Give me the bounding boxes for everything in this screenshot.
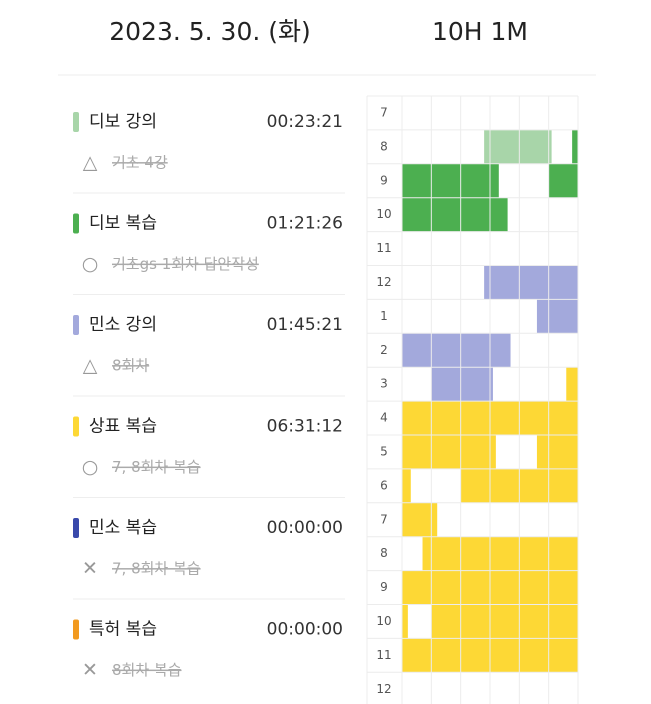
time-block [402, 333, 511, 368]
time-block [422, 536, 578, 571]
time-block [484, 265, 578, 300]
subject-time: 01:45:21 [267, 315, 343, 335]
task-icon: ○ [82, 253, 99, 275]
subject-color [73, 315, 79, 335]
subject-time: 01:21:26 [267, 214, 343, 234]
hour-label: 1 [380, 309, 388, 323]
task-icon: △ [83, 152, 98, 174]
task-text: 7, 8회차 복습 [112, 458, 201, 476]
time-block [402, 163, 499, 198]
hour-label: 7 [380, 512, 388, 526]
task-text: 기초 4강 [112, 154, 168, 172]
total-time: 10H 1M [432, 17, 528, 46]
subject-name: 특허 복습 [89, 620, 157, 640]
hour-label: 12 [376, 275, 391, 289]
subject-name: 디보 복습 [89, 214, 157, 234]
subject-name: 디보 강의 [89, 112, 157, 132]
time-block [572, 129, 578, 164]
task-icon: ○ [82, 456, 99, 478]
time-block [402, 468, 411, 503]
subject-color [73, 619, 79, 640]
task-text: 8회차 복습 [112, 661, 182, 679]
subject-name: 상표 복습 [89, 417, 157, 437]
subject-color [73, 112, 79, 132]
hour-label: 10 [376, 614, 391, 628]
subject-color [73, 416, 79, 437]
time-block [402, 502, 438, 537]
time-block [548, 163, 578, 198]
hour-label: 8 [380, 546, 388, 560]
hour-label: 12 [376, 682, 391, 696]
subject-name: 민소 복습 [89, 518, 157, 538]
time-block [536, 299, 578, 334]
task-text: 8회차 [112, 357, 149, 375]
hour-label: 10 [376, 207, 391, 221]
time-block [431, 604, 578, 639]
time-block [402, 197, 508, 232]
time-block [566, 367, 578, 402]
subject-name: 민소 강의 [89, 315, 157, 335]
date: 2023. 5. 30. (화) [109, 17, 311, 46]
task-icon: ✕ [82, 659, 98, 681]
hour-label: 5 [380, 444, 388, 458]
time-block [402, 435, 496, 469]
task-text: 7, 8회차 복습 [112, 560, 201, 578]
task-text: 기초gs 1회차 답안작성 [112, 255, 259, 273]
subject-time: 00:00:00 [267, 620, 343, 640]
hour-label: 7 [380, 105, 388, 119]
hour-label: 4 [380, 411, 388, 425]
subject-time: 00:00:00 [267, 518, 343, 538]
hour-label: 2 [380, 343, 388, 357]
hour-label: 6 [380, 478, 388, 492]
hour-label: 9 [380, 173, 388, 187]
time-block [536, 435, 578, 469]
time-block [431, 367, 493, 402]
hour-label: 9 [380, 580, 388, 594]
hour-label: 8 [380, 139, 388, 153]
subject-color [73, 213, 79, 234]
time-block [484, 129, 552, 164]
task-icon: △ [83, 355, 98, 377]
subject-color [73, 518, 79, 538]
hour-label: 11 [376, 648, 391, 662]
hour-label: 11 [376, 241, 391, 255]
subject-time: 00:23:21 [267, 112, 343, 132]
task-icon: ✕ [82, 558, 98, 580]
subject-time: 06:31:12 [267, 417, 343, 437]
time-block [402, 604, 408, 639]
hour-label: 3 [380, 377, 388, 391]
